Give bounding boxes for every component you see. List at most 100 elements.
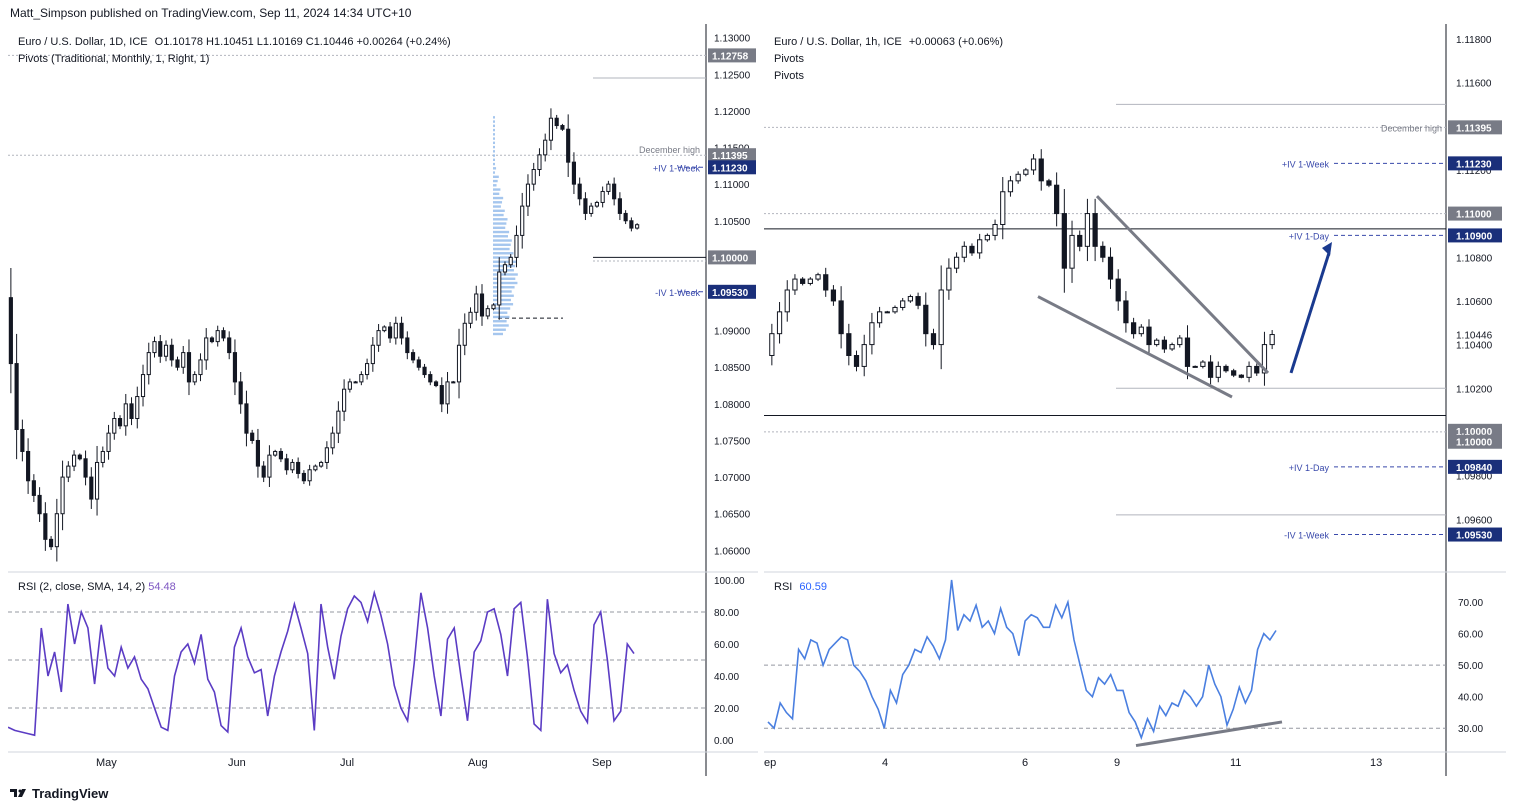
right-price-badge-1 — [1448, 156, 1502, 171]
left-candle-50 — [296, 461, 301, 474]
right-change-value: +0.00063 (+0.06%) — [908, 36, 1004, 48]
right-candle-14 — [876, 311, 883, 324]
left-candle-47 — [278, 450, 283, 460]
volume-profile-bar-36 — [493, 179, 498, 183]
left-price-badge-2 — [708, 160, 756, 175]
wedge-upper-line — [1095, 195, 1270, 375]
left-candle-7 — [49, 538, 54, 548]
left-candle-6 — [43, 513, 48, 540]
left-price-tick-1: 1.12500 — [714, 70, 751, 81]
footer-brand-text: TradingView — [32, 786, 109, 801]
left-candle-62 — [365, 363, 370, 376]
left-candle-99 — [577, 183, 582, 200]
volume-profile-bar-18 — [493, 256, 513, 259]
right-rsi-line — [767, 579, 1277, 741]
left-candle-68 — [399, 322, 404, 339]
left-candle-89 — [520, 205, 525, 236]
left-candle-97 — [566, 128, 571, 163]
right-chart-pane[interactable]: 1.118001.116001.114001.112001.110001.108… — [764, 24, 1506, 776]
left-candle-83 — [485, 308, 490, 317]
right-candle-52 — [1169, 344, 1175, 350]
right-candle-32 — [1015, 173, 1021, 182]
left-time-tick-2: Jul — [340, 757, 354, 769]
right-price-tick-11: 1.09600 — [1456, 515, 1493, 526]
volume-profile-bar-41 — [493, 158, 495, 162]
right-candle-59 — [1223, 365, 1229, 372]
left-candle-46 — [273, 450, 278, 456]
left-time-tick-3: Aug — [468, 757, 488, 769]
left-candle-71 — [416, 359, 421, 368]
right-candle-0 — [769, 333, 775, 356]
tradingview-footer[interactable]: TradingView — [10, 786, 108, 801]
left-candle-11 — [71, 454, 77, 467]
right-price-tick-0: 1.11800 — [1456, 35, 1492, 46]
left-chart-pane[interactable]: 1.130001.125001.120001.115001.110001.105… — [8, 24, 758, 776]
right-candle-1 — [776, 311, 783, 335]
volume-profile-bar-42 — [493, 154, 495, 157]
volume-profile-bar-48 — [493, 128, 495, 132]
right-annotation-0: December high — [1381, 123, 1442, 133]
left-rsi-line — [8, 589, 635, 737]
rsi-divergence-line — [1135, 720, 1283, 748]
volume-profile-bar-29 — [493, 209, 505, 212]
left-candle-61 — [359, 374, 364, 383]
volume-profile-bar-45 — [493, 141, 495, 145]
wedge-lower-line — [1037, 295, 1233, 399]
left-price-tick-8: 1.09000 — [714, 327, 751, 338]
left-candle-96 — [560, 125, 565, 130]
right-price-badge-5 — [1448, 423, 1502, 438]
right-price-badge-text-3: 1.10900 — [1456, 231, 1493, 242]
left-rsi-tick-2: 60.00 — [714, 640, 739, 651]
right-rsi-label: RSI — [774, 581, 793, 593]
left-price-tick-0: 1.13000 — [714, 34, 751, 45]
right-candle-48 — [1138, 326, 1144, 335]
left-candle-67 — [393, 322, 398, 339]
volume-profile-bar-32 — [493, 196, 504, 200]
left-ohlc-values: O1.10178 H1.10451 L1.10169 C1.10446 +0.0… — [154, 36, 451, 48]
right-price-badge-7 — [1448, 459, 1502, 474]
left-candle-64 — [376, 330, 381, 346]
left-candle-20 — [123, 403, 128, 427]
volume-profile-bar-47 — [493, 133, 495, 136]
right-time-tick-4: 11 — [1230, 757, 1241, 769]
left-candle-27 — [163, 344, 169, 357]
left-time-tick-1: Jun — [228, 757, 246, 769]
left-candle-36 — [215, 330, 220, 343]
left-annotation-1: +IV 1-Week — [653, 163, 701, 173]
right-chart-svg[interactable]: 1.118001.116001.114001.112001.110001.108… — [764, 24, 1506, 776]
left-candle-25 — [152, 341, 157, 354]
volume-profile-bar-11 — [493, 286, 515, 289]
right-price-tick-8: 1.10200 — [1456, 384, 1493, 395]
left-rsi-label: RSI (2, close, SMA, 14, 2) — [18, 581, 146, 593]
right-price-badge-2 — [1448, 206, 1502, 221]
right-price-badge-text-4: 1.10446 — [1456, 331, 1493, 342]
left-chart-svg[interactable]: 1.130001.125001.120001.115001.110001.105… — [8, 24, 758, 776]
right-candle-9 — [838, 300, 844, 335]
left-candle-101 — [589, 205, 594, 214]
volume-profile-bar-25 — [493, 226, 506, 229]
left-candle-74 — [433, 381, 439, 387]
left-candle-57 — [336, 410, 341, 434]
left-candle-90 — [525, 183, 531, 207]
left-candle-26 — [158, 341, 163, 357]
right-time-tick-2: 6 — [1022, 757, 1028, 769]
left-price-tick-14: 1.06000 — [714, 546, 751, 557]
right-candle-56 — [1200, 361, 1206, 367]
left-candle-30 — [181, 352, 186, 368]
right-candle-2 — [784, 289, 790, 313]
right-candle-58 — [1215, 365, 1221, 378]
right-candle-26 — [969, 245, 975, 254]
right-candle-62 — [1246, 365, 1252, 378]
right-candle-44 — [1107, 256, 1114, 280]
right-candle-31 — [1007, 180, 1014, 193]
left-price-tick-13: 1.06500 — [714, 510, 751, 521]
right-candle-8 — [830, 289, 837, 302]
right-symbol-title: Euro / U.S. Dollar, 1h, ICE — [774, 36, 902, 48]
volume-profile-bar-33 — [493, 192, 500, 196]
volume-profile-bar-39 — [493, 167, 497, 170]
volume-profile-bar-1 — [493, 328, 506, 331]
left-candle-103 — [600, 190, 605, 203]
left-candle-98 — [571, 161, 577, 185]
right-candle-10 — [846, 333, 852, 356]
volume-profile-bar-5 — [493, 311, 508, 314]
